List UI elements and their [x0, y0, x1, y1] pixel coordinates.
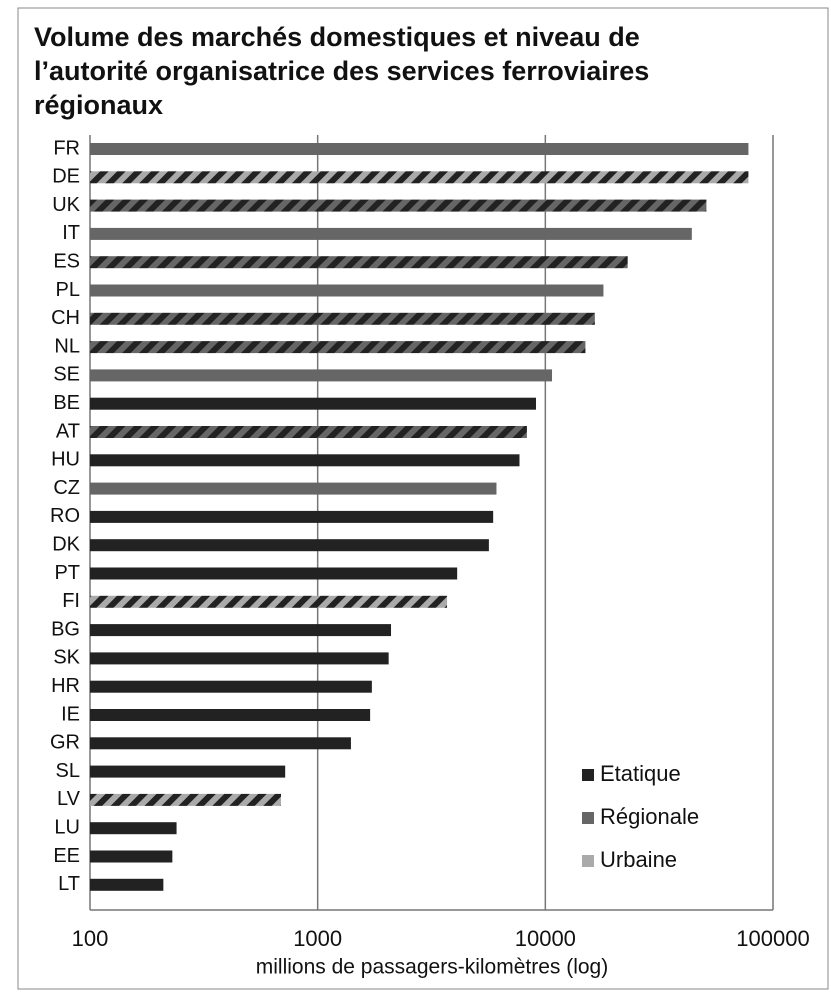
bar [90, 680, 372, 693]
y-tick-label: BE [53, 392, 80, 414]
legend-swatch [582, 855, 594, 867]
y-tick-label: GR [50, 732, 80, 754]
bar [90, 822, 177, 835]
x-tick-label: 10000 [515, 926, 576, 951]
y-tick-label: ES [53, 250, 80, 272]
bar [90, 850, 173, 863]
bar [90, 171, 749, 184]
bar [90, 227, 692, 240]
bar [90, 284, 604, 297]
y-tick-label: RO [50, 505, 80, 527]
bar [90, 454, 520, 467]
bar [90, 369, 553, 382]
bar [90, 737, 351, 750]
bar [90, 397, 537, 410]
y-tick-label: DE [52, 166, 80, 188]
y-tick-label: HU [51, 449, 80, 471]
x-tick-label: 100 [72, 926, 109, 951]
bar [90, 567, 458, 580]
y-tick-label: FR [53, 137, 80, 159]
y-tick-label: LU [54, 816, 80, 838]
legend-label: Régionale [600, 804, 699, 829]
bar [90, 709, 371, 721]
y-tick-label: LT [58, 873, 80, 895]
y-tick-label: SL [56, 760, 80, 782]
x-tick-label: 1000 [293, 926, 342, 951]
bar [90, 199, 707, 212]
y-tick-label: AT [56, 420, 80, 442]
bar [90, 624, 392, 637]
bar [90, 765, 286, 778]
bar [90, 256, 628, 269]
bar [90, 341, 586, 354]
y-tick-label: BG [51, 618, 80, 640]
legend-swatch [582, 812, 594, 824]
bar [90, 312, 595, 325]
y-tick-label: SE [53, 364, 80, 386]
x-tick-label: 100000 [736, 926, 809, 951]
y-tick-label: UK [52, 194, 80, 216]
bar [90, 143, 749, 155]
legend-label: Etatique [600, 761, 681, 786]
bar [90, 510, 494, 523]
legend-swatch [582, 769, 594, 781]
chart-title: Volume des marchés domestiques et niveau… [34, 22, 650, 120]
y-tick-label: PL [56, 279, 80, 301]
bar [90, 426, 527, 438]
y-tick-label: NL [54, 335, 80, 357]
bar [90, 652, 389, 665]
y-tick-label: HR [51, 675, 80, 697]
bar [90, 539, 489, 552]
y-tick-label: PT [54, 562, 80, 584]
y-tick-label: FI [62, 590, 80, 612]
legend-label: Urbaine [600, 847, 677, 872]
bar [90, 482, 497, 495]
y-tick-label: IE [61, 703, 80, 725]
y-tick-label: EE [53, 845, 80, 867]
frame [17, 7, 829, 990]
y-tick-label: IT [62, 222, 80, 244]
y-tick-label: CZ [53, 477, 80, 499]
y-tick-label: CH [51, 307, 80, 329]
bar [90, 793, 281, 806]
bar [90, 878, 164, 891]
x-axis-label: millions de passagers-kilomètres (log) [256, 956, 608, 979]
bar [90, 595, 448, 608]
y-tick-label: SK [53, 647, 80, 669]
y-tick-label: LV [57, 788, 81, 810]
y-tick-label: DK [52, 533, 80, 555]
